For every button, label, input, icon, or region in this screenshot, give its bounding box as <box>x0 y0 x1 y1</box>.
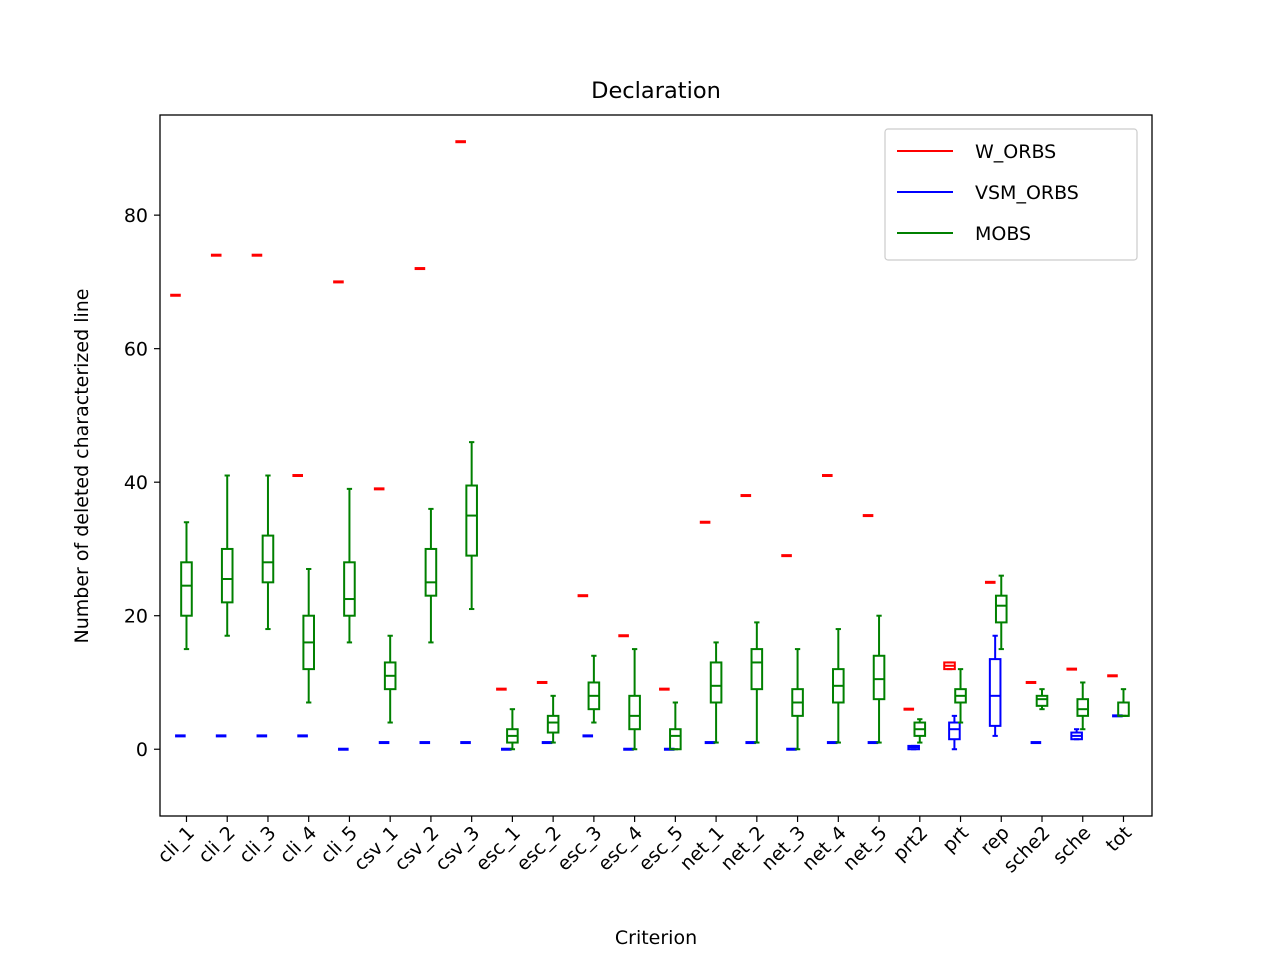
box-cli_3 <box>261 474 275 631</box>
box-net_3 <box>791 648 804 751</box>
box-net_5 <box>872 614 886 744</box>
box-esc_5 <box>669 701 682 751</box>
box-iqr <box>709 661 723 704</box>
box-net_4 <box>832 628 845 744</box>
box-prt <box>943 661 956 671</box>
y-tick-label: 80 <box>124 205 148 227</box>
box-net_2 <box>750 621 764 744</box>
box-esc_2 <box>546 694 560 744</box>
box-esc_4 <box>628 648 641 751</box>
box-iqr <box>669 728 682 751</box>
box-sche <box>1076 681 1090 731</box>
chart-title: Declaration <box>591 78 721 104</box>
box-sche <box>1070 728 1083 741</box>
box-iqr <box>261 534 275 584</box>
y-tick-label: 0 <box>136 739 148 761</box>
box-iqr <box>750 648 764 691</box>
box-cli_2 <box>220 474 234 637</box>
box-iqr <box>628 694 641 731</box>
box-iqr <box>988 658 1002 727</box>
box-iqr <box>948 721 961 741</box>
legend: W_ORBS VSM_ORBS MOBS <box>884 128 1138 261</box>
box-plots <box>170 140 1130 751</box>
box-iqr <box>424 547 438 597</box>
box-iqr <box>1076 698 1090 717</box>
box-csv_2 <box>424 507 438 644</box>
box-esc_1 <box>506 708 519 751</box>
plot-frame <box>159 114 1153 817</box>
box-esc_3 <box>587 654 601 724</box>
box-rep <box>994 574 1008 651</box>
series-mobs <box>180 441 1130 751</box>
x-axis-label: Criterion <box>615 927 697 949</box>
box-prt2 <box>913 718 927 744</box>
y-tick-label: 60 <box>124 339 148 361</box>
box-cli_5 <box>343 487 356 644</box>
box-iqr <box>1035 694 1049 707</box>
box-rep <box>988 634 1002 737</box>
box-csv_1 <box>383 634 397 724</box>
legend-label: MOBS <box>975 223 1031 245</box>
box-iqr <box>343 561 356 617</box>
box-csv_3 <box>465 441 478 611</box>
box-iqr <box>220 547 234 604</box>
y-axis-ticks: 0 20 40 60 80 <box>124 205 160 761</box>
legend-frame <box>884 128 1138 261</box>
box-iqr <box>465 484 478 557</box>
series-w-orbs <box>170 140 1118 711</box>
box-cli_1 <box>180 521 193 651</box>
box-cli_4 <box>302 567 315 704</box>
y-tick-label: 40 <box>124 472 148 494</box>
box-tot <box>1117 688 1130 717</box>
box-iqr <box>994 594 1008 624</box>
box-iqr <box>546 714 560 734</box>
box-prt <box>954 668 967 724</box>
box-sche2 <box>1035 688 1049 711</box>
y-tick-label: 20 <box>124 606 148 628</box>
box-net_1 <box>709 641 723 744</box>
y-axis-label: Number of deleted characterized line <box>71 289 93 644</box>
box-prt <box>948 714 961 751</box>
legend-label: W_ORBS <box>975 141 1056 163</box>
legend-label: VSM_ORBS <box>975 182 1079 204</box>
box-iqr <box>180 561 193 617</box>
box-iqr <box>872 654 886 701</box>
box-prt2 <box>907 744 920 751</box>
